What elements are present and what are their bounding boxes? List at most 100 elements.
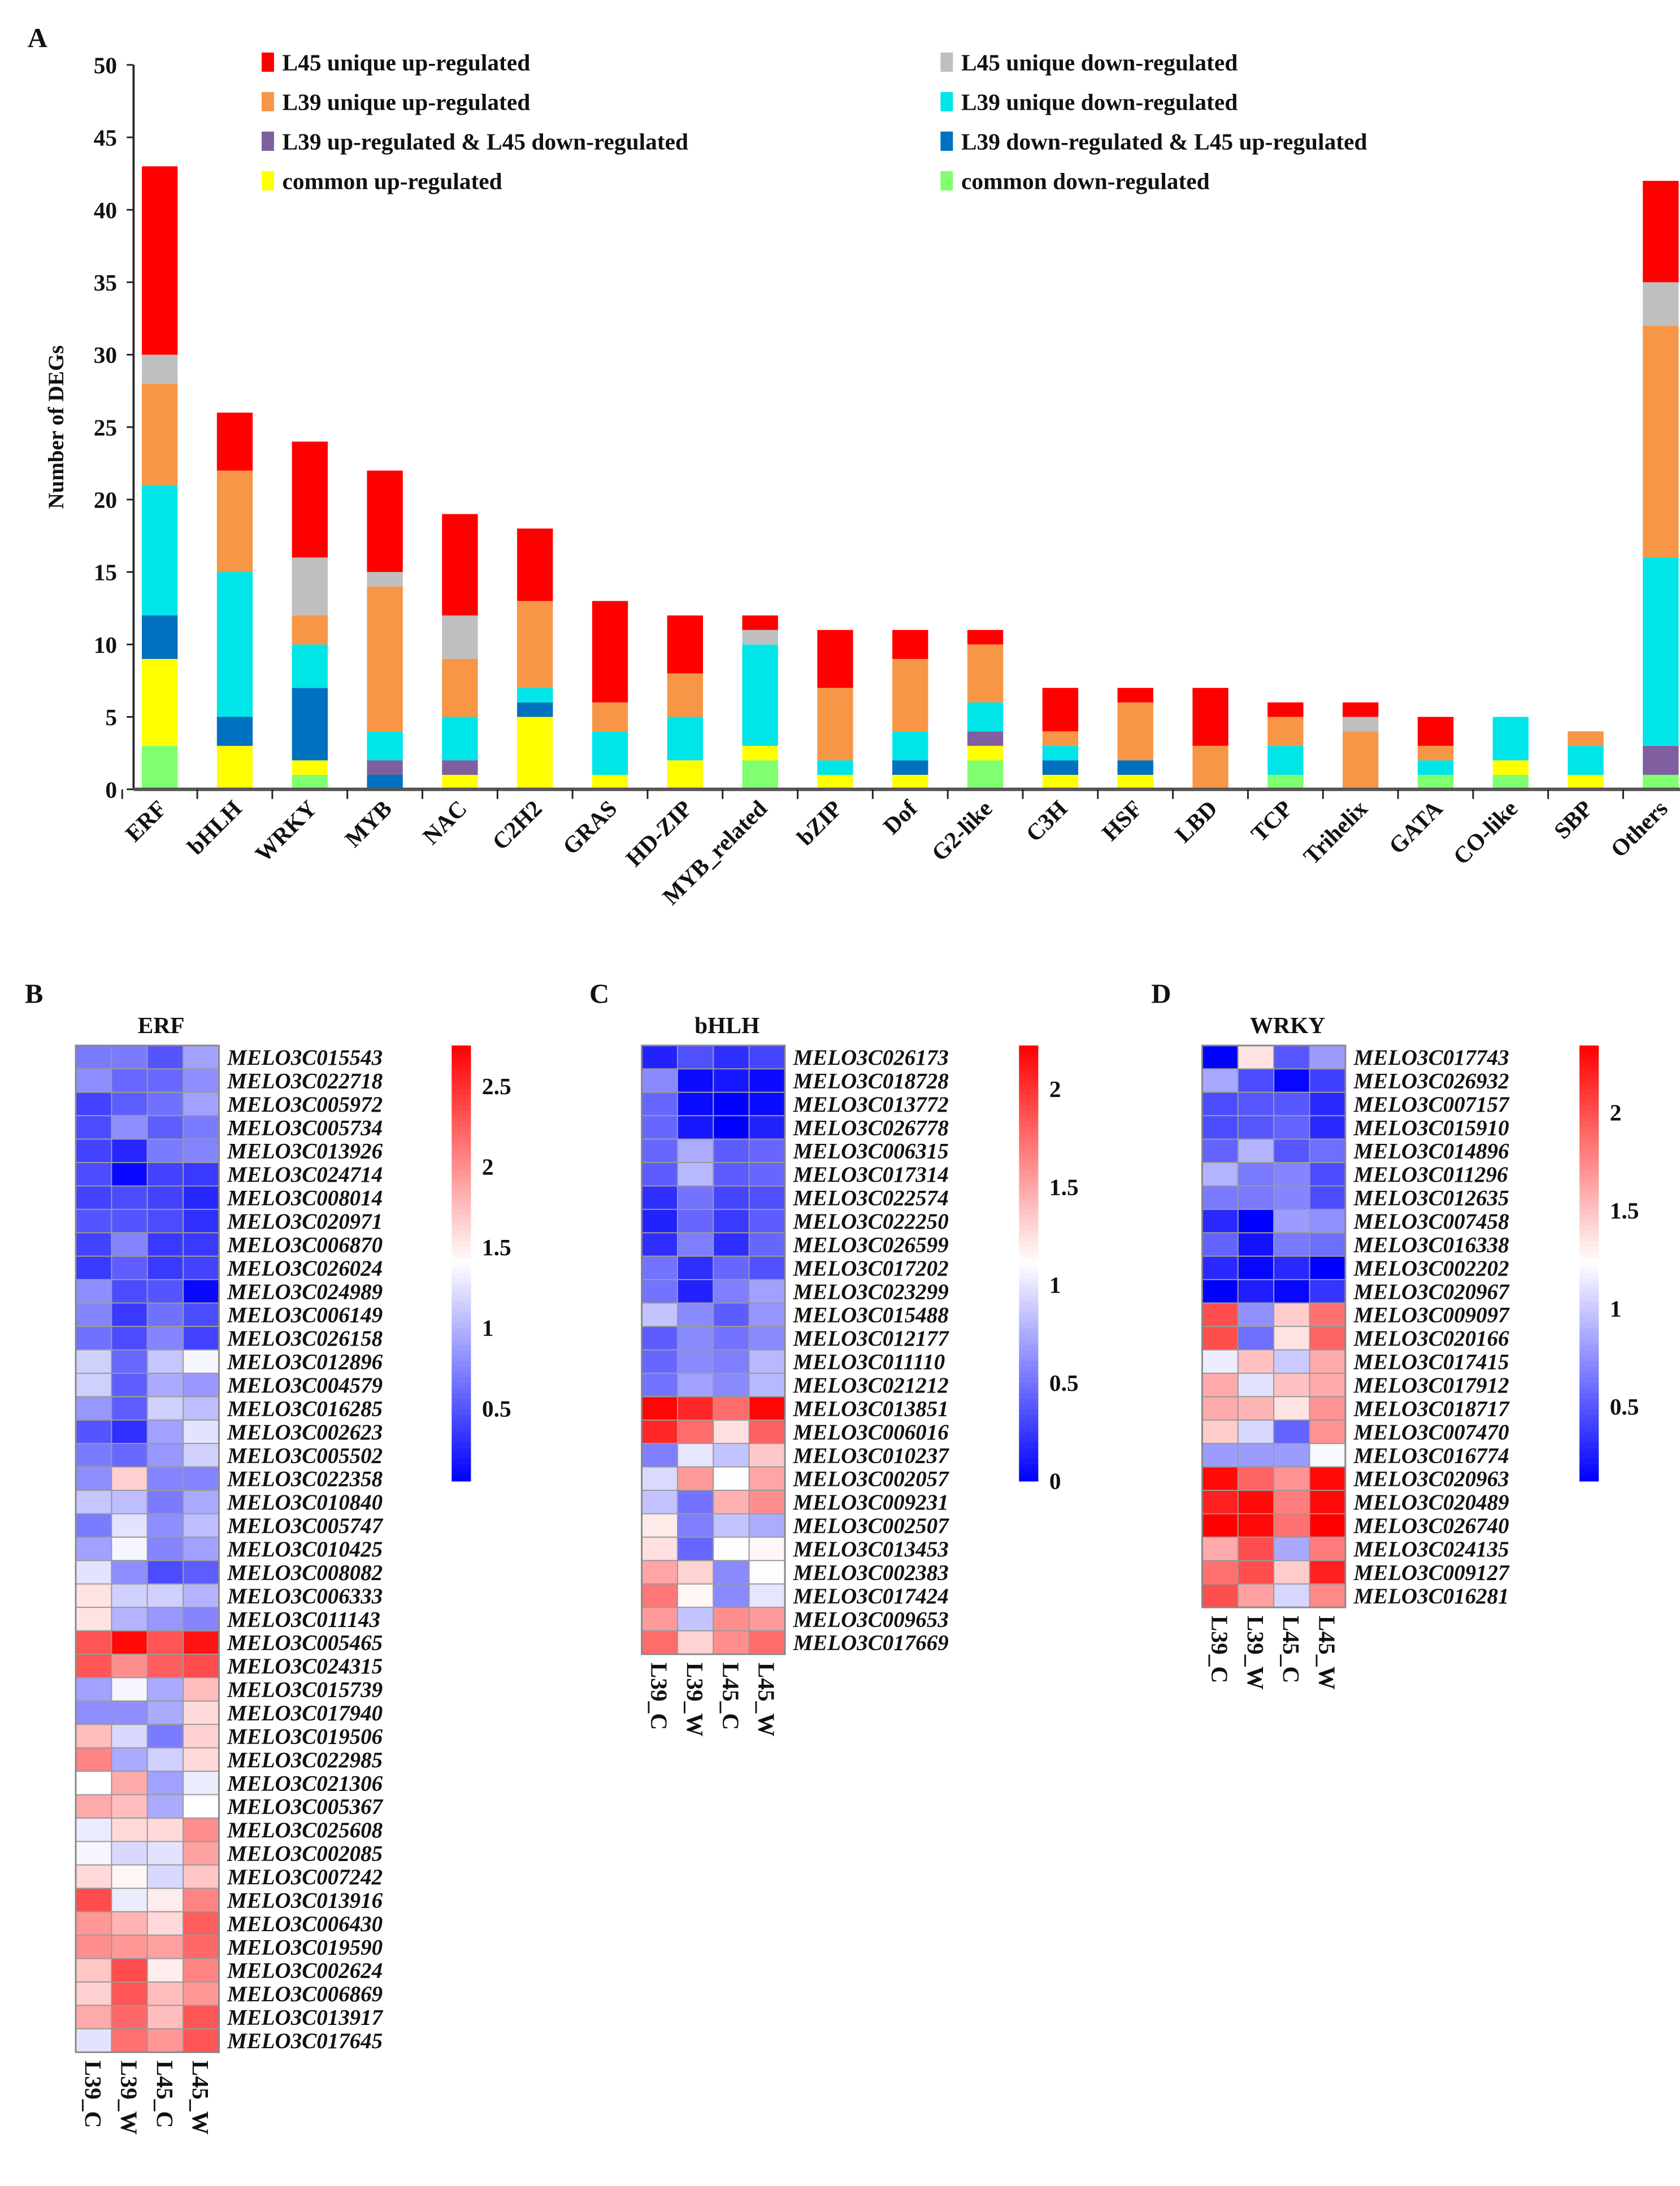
- panel-label-c: C: [589, 978, 609, 1009]
- heatmap-cell: [111, 1232, 148, 1257]
- heatmap-cell: [748, 1560, 785, 1585]
- colorbar-segment: [452, 1377, 471, 1384]
- bar-segment: [367, 572, 403, 587]
- x-tick-label: bZIP: [792, 795, 847, 851]
- bar-segment: [1417, 745, 1454, 761]
- heatmap-cell: [713, 1091, 750, 1117]
- heatmap-cell: [1201, 1115, 1239, 1140]
- colorbar-segment: [1579, 1350, 1599, 1357]
- gene-label: MELO3C019506: [227, 1724, 383, 1749]
- heatmap-cell: [676, 1630, 714, 1655]
- heatmap-cell: [111, 1185, 148, 1210]
- heatmap-cell: [146, 1771, 184, 1795]
- gene-label: MELO3C011296: [1353, 1163, 1508, 1187]
- heatmap-cell: [1273, 1208, 1310, 1234]
- gene-label: MELO3C006149: [227, 1303, 383, 1328]
- colorbar-segment: [452, 1111, 471, 1117]
- heatmap-cell: [641, 1419, 678, 1445]
- heatmap-cell: [748, 1232, 785, 1257]
- legend-label: L45 unique down-regulated: [961, 50, 1238, 76]
- legend-swatch: [940, 171, 953, 190]
- heatmap-cell: [1201, 1560, 1239, 1585]
- heatmap-cell: [1201, 1372, 1239, 1398]
- heatmap-cell: [183, 1279, 220, 1304]
- column-label: L39_W: [682, 1663, 708, 1737]
- x-tick-label: ERF: [120, 795, 172, 847]
- bar-segment: [742, 630, 778, 645]
- heatmap-cell: [1237, 1396, 1275, 1421]
- heatmap-cell: [75, 1138, 112, 1164]
- heatmap-cell: [1273, 1419, 1310, 1445]
- heatmap-cell: [641, 1536, 678, 1562]
- bar-segment: [817, 760, 853, 775]
- heatmap-cell: [183, 1091, 220, 1117]
- heatmap-cell: [1309, 1349, 1346, 1374]
- colorbar-segment: [1019, 1208, 1039, 1215]
- heatmap-cell: [713, 1536, 750, 1562]
- heatmap-cell: [183, 1138, 220, 1164]
- colorbar-tick-label: 0.5: [1610, 1394, 1639, 1420]
- heatmap-cell: [676, 1583, 714, 1608]
- colorbar-segment: [1579, 1295, 1599, 1302]
- colorbar-segment: [1579, 1355, 1599, 1362]
- heatmap-cell: [748, 1466, 785, 1491]
- colorbar-segment: [1579, 1306, 1599, 1313]
- heatmap-cell: [1237, 1513, 1275, 1538]
- bar-segment: [1042, 731, 1079, 746]
- gene-label: MELO3C015739: [227, 1678, 383, 1702]
- bar-segment: [292, 441, 328, 558]
- gene-label: MELO3C007242: [227, 1865, 383, 1889]
- colorbar-segment: [1019, 1241, 1039, 1248]
- bar-segment: [141, 383, 178, 485]
- heatmap-cell: [1273, 1091, 1310, 1117]
- colorbar-segment: [1019, 1252, 1039, 1259]
- bar-segment: [1117, 702, 1153, 761]
- heatmap-cell: [641, 1255, 678, 1281]
- x-tick-label: bHLH: [183, 795, 247, 860]
- bar-segment: [1643, 775, 1679, 790]
- heatmap-bhlh: bHLH MELO3C026173MELO3C018728MELO3C013772…: [641, 1012, 1079, 1737]
- heatmap-cell: [111, 1747, 148, 1772]
- x-tick-label: HSF: [1097, 795, 1147, 845]
- colorbar-segment: [452, 1399, 471, 1406]
- heatmap-cell: [748, 1583, 785, 1608]
- x-tick-label: MYB: [340, 795, 397, 852]
- colorbar-segment: [452, 1252, 471, 1259]
- heatmap-cell: [641, 1162, 678, 1187]
- heatmap-cell: [1309, 1068, 1346, 1093]
- colorbar-segment: [452, 1061, 471, 1068]
- x-tick-label: GATA: [1384, 795, 1448, 859]
- heatmap-cell: [146, 1958, 184, 1983]
- heatmap-cell: [1273, 1443, 1310, 1468]
- heatmap-cell: [1273, 1490, 1310, 1515]
- colorbar-segment: [1579, 1448, 1599, 1455]
- bar-segment: [141, 745, 178, 790]
- heatmap-cell: [676, 1255, 714, 1281]
- x-tick-label: HD-ZIP: [620, 795, 697, 871]
- bar-segment: [367, 470, 403, 572]
- heatmap-cell: [183, 1162, 220, 1187]
- heatmap-cell: [676, 1536, 714, 1562]
- colorbar-segment: [1019, 1306, 1039, 1313]
- x-tick-label: LBD: [1170, 795, 1222, 848]
- colorbar-segment: [1579, 1143, 1599, 1150]
- bar-segment: [141, 166, 178, 355]
- bar-segment: [1342, 702, 1379, 717]
- gene-label: MELO3C013916: [227, 1888, 383, 1912]
- heatmap-cell: [1273, 1536, 1310, 1562]
- colorbar-segment: [452, 1432, 471, 1438]
- gene-label: MELO3C019590: [227, 1935, 383, 1959]
- colorbar-segment: [452, 1306, 471, 1313]
- colorbar-segment: [452, 1187, 471, 1194]
- heatmap-cell: [75, 1841, 112, 1866]
- colorbar-segment: [1019, 1088, 1039, 1096]
- colorbar-segment: [1019, 1361, 1039, 1368]
- gene-label: MELO3C016338: [1353, 1233, 1509, 1257]
- colorbar-segment: [1019, 1464, 1039, 1471]
- colorbar-segment: [1579, 1148, 1599, 1155]
- heatmap-cell: [111, 1372, 148, 1398]
- heatmap-cell: [146, 1607, 184, 1632]
- heatmap-cell: [183, 1396, 220, 1421]
- colorbar-segment: [1579, 1088, 1599, 1096]
